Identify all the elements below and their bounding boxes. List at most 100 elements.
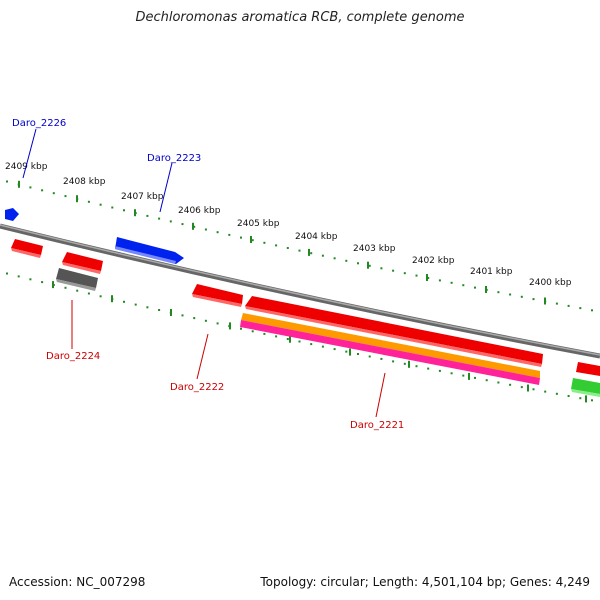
gene-forward-right-red[interactable] xyxy=(576,362,600,376)
inner-track-minor-tick xyxy=(204,319,207,322)
outer-track-minor-tick xyxy=(6,180,8,183)
gene-green[interactable] xyxy=(571,378,600,394)
outer-track-minor-tick xyxy=(310,252,313,255)
outer-track-minor-tick xyxy=(509,293,512,296)
outer-track-major-tick xyxy=(544,297,546,305)
outer-track-minor-tick xyxy=(567,304,570,307)
inner-track-major-tick xyxy=(408,360,410,368)
gene-red-2[interactable] xyxy=(62,252,103,271)
label-daro-2223: Daro_2223 xyxy=(147,153,201,164)
label-daro-2224: Daro_2224 xyxy=(46,351,100,362)
outer-track-minor-tick xyxy=(415,274,418,277)
inner-track-minor-tick xyxy=(158,309,161,311)
outer-track-minor-tick xyxy=(41,189,44,192)
gene-large-red[interactable] xyxy=(245,296,543,364)
gene-labels: Daro_2226 Daro_2223 Daro_2224 Daro_2222 … xyxy=(12,118,404,431)
tick-label-2401: 2401 kbp xyxy=(470,267,513,277)
inner-track-minor-tick xyxy=(415,365,418,368)
outer-track-minor-tick xyxy=(438,279,441,282)
inner-track-minor-tick xyxy=(123,300,125,303)
inner-track-minor-tick xyxy=(380,357,383,360)
outer-track-minor-tick xyxy=(392,269,395,272)
inner-track-minor-tick xyxy=(438,369,441,372)
inner-track-minor-tick xyxy=(310,343,313,346)
outer-track-minor-tick xyxy=(263,241,266,244)
tick-label-2406: 2406 kbp xyxy=(178,206,221,216)
outer-track-minor-tick xyxy=(87,200,90,203)
outer-track-minor-tick xyxy=(286,247,289,249)
outer-track-minor-tick xyxy=(123,209,125,212)
outer-track-minor-tick xyxy=(146,214,149,217)
gene-daro-2221-orange[interactable] xyxy=(241,313,540,378)
outer-track-minor-tick xyxy=(579,307,582,310)
inner-track-minor-tick xyxy=(403,362,406,365)
inner-track-minor-tick xyxy=(286,338,289,340)
inner-track-minor-tick xyxy=(298,340,301,343)
outer-track-minor-tick xyxy=(474,286,476,289)
outer-track-minor-tick xyxy=(52,192,55,195)
inner-track-minor-tick xyxy=(275,335,278,338)
reverse-strand-genes xyxy=(11,239,600,397)
inner-track-minor-tick xyxy=(357,353,359,355)
tick-label-2405: 2405 kbp xyxy=(237,219,280,229)
outer-track-minor-tick xyxy=(240,236,242,239)
tick-label-2404: 2404 kbp xyxy=(295,232,338,242)
label-daro-2222: Daro_2222 xyxy=(170,382,224,393)
inner-track-minor-tick xyxy=(333,348,336,351)
outer-track-major-tick xyxy=(308,248,310,256)
outer-track-minor-tick xyxy=(298,249,301,252)
outer-track-minor-tick xyxy=(427,277,430,279)
inner-scale-track xyxy=(6,272,593,403)
genome-stats-text: Topology: circular; Length: 4,501,104 bp… xyxy=(260,575,590,589)
inner-track-minor-tick xyxy=(181,314,184,317)
inner-track-minor-tick xyxy=(579,397,582,400)
genome-backbone xyxy=(0,223,600,359)
tick-label-2403: 2403 kbp xyxy=(353,244,396,254)
outer-track-minor-tick xyxy=(64,195,67,198)
label-daro-2226: Daro_2226 xyxy=(12,118,66,129)
inner-track-minor-tick xyxy=(427,367,430,370)
outer-scale-track xyxy=(6,180,593,312)
inner-track-major-tick xyxy=(349,348,351,356)
inner-track-minor-tick xyxy=(368,355,371,358)
inner-track-minor-tick xyxy=(555,392,558,395)
inner-track-minor-tick xyxy=(520,386,523,389)
outer-track-minor-tick xyxy=(368,264,371,267)
inner-track-minor-tick xyxy=(591,399,593,402)
inner-track-minor-tick xyxy=(532,388,535,391)
tick-label-2400: 2400 kbp xyxy=(529,278,572,288)
inner-track-minor-tick xyxy=(99,295,102,298)
map-title: Dechloromonas aromatica RCB, complete ge… xyxy=(135,10,465,25)
outer-track-major-tick xyxy=(367,261,369,269)
outer-track-minor-tick xyxy=(357,262,359,265)
outer-track-minor-tick xyxy=(321,254,324,257)
inner-track-minor-tick xyxy=(497,381,500,384)
gene-daro-2222[interactable] xyxy=(192,284,243,304)
outer-track-major-tick xyxy=(18,180,20,188)
outer-track-minor-tick xyxy=(99,203,102,206)
outer-track-minor-tick xyxy=(333,257,336,260)
outer-track-minor-tick xyxy=(345,259,348,262)
outer-track-minor-tick xyxy=(111,206,114,209)
inner-track-minor-tick xyxy=(263,332,266,335)
outer-track-major-tick xyxy=(250,236,252,243)
gene-red-1[interactable] xyxy=(11,239,43,255)
inner-track-major-tick xyxy=(527,384,529,392)
inner-track-major-tick xyxy=(111,295,113,303)
gene-daro-2223[interactable] xyxy=(115,237,184,264)
gene-daro-2221-pink[interactable] xyxy=(240,320,540,385)
inner-track-minor-tick xyxy=(485,379,488,382)
gene-daro-2226[interactable] xyxy=(5,208,19,221)
inner-track-minor-tick xyxy=(544,390,547,393)
outer-track-minor-tick xyxy=(497,291,500,294)
outer-track-minor-tick xyxy=(193,225,196,228)
tick-label-2407: 2407 kbp xyxy=(121,192,164,202)
inner-track-minor-tick xyxy=(392,360,395,363)
outer-track-minor-tick xyxy=(555,302,558,305)
outer-track-major-tick xyxy=(134,209,136,217)
inner-track-minor-tick xyxy=(29,278,32,281)
inner-track-minor-tick xyxy=(240,327,242,330)
gene-daro-2224[interactable] xyxy=(56,268,98,288)
inner-track-minor-tick xyxy=(146,306,149,309)
